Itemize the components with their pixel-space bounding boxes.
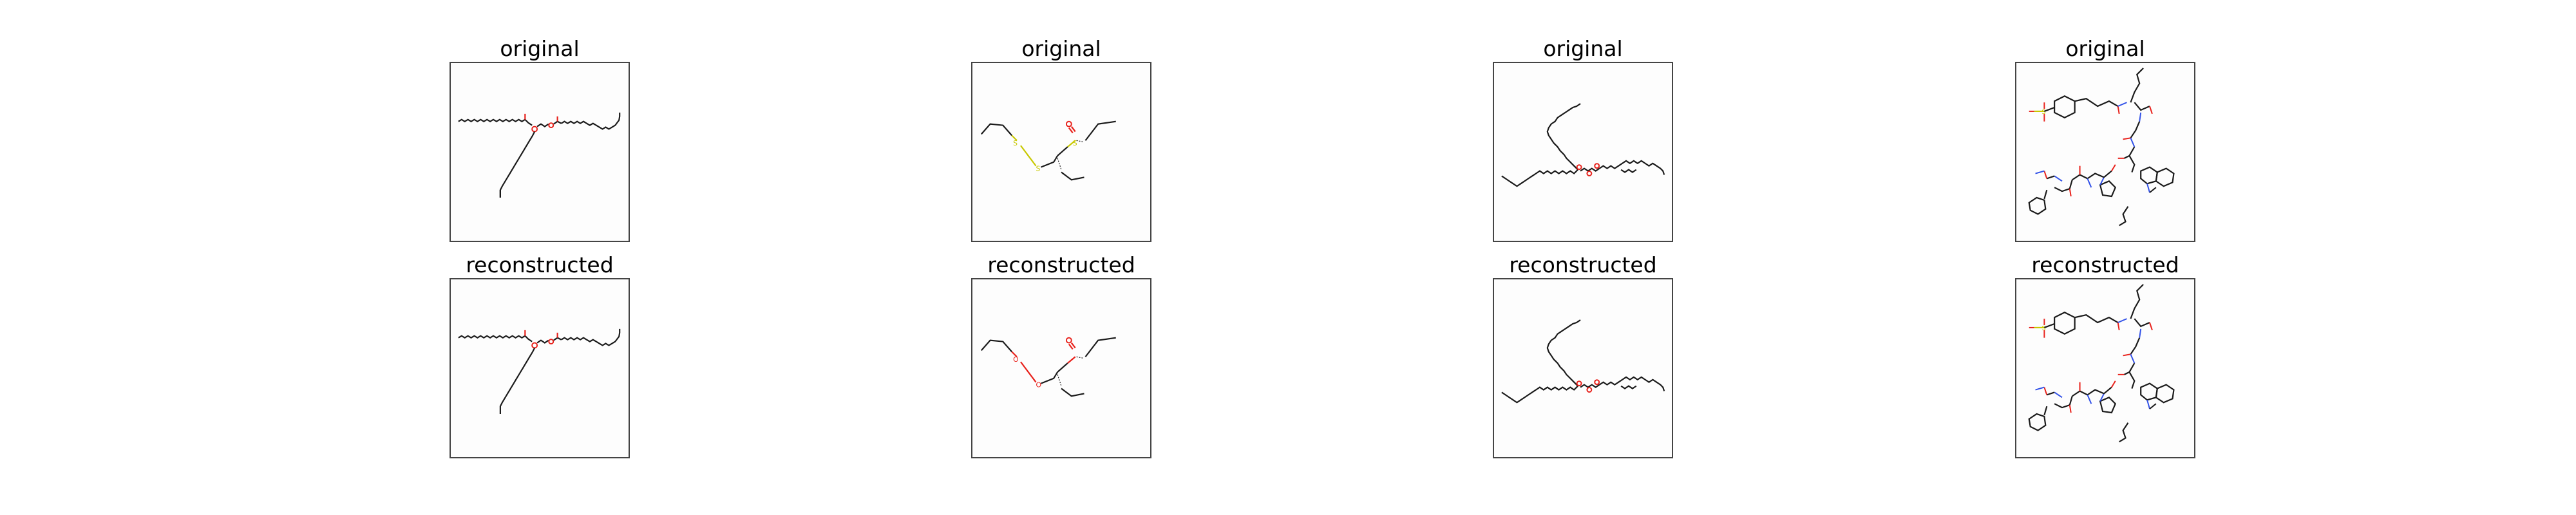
molecule-panel-reconstructed-1 (450, 278, 630, 458)
molecule-panel-reconstructed-4: S (2015, 278, 2195, 458)
molecule-panel-original-1 (450, 62, 630, 242)
sulfur-label: S (2041, 325, 2045, 332)
panel-title-reconstructed-4: reconstructed (2031, 252, 2179, 277)
sulfur-label: S (2041, 109, 2045, 116)
panel-title-reconstructed-3: reconstructed (1509, 252, 1657, 277)
molecule-panel-reconstructed-3 (1493, 278, 1673, 458)
oxygen-label: O (1036, 381, 1042, 389)
sulfur-label: S (1073, 139, 1077, 147)
molecule-lipid-branched-reconstructed (1501, 319, 1665, 404)
molecule-oxygen-reconstructed: O O (980, 337, 1116, 397)
panel-title-original-1: original (500, 36, 580, 61)
panel-title-original-4: original (2065, 36, 2145, 61)
molecule-peptide-original: S (2028, 68, 2175, 227)
molecule-panel-original-4: S (2015, 62, 2195, 242)
molecule-peptide-reconstructed: S (2028, 284, 2175, 443)
panel-title-original-2: original (1021, 36, 1101, 61)
panel-title-reconstructed-2: reconstructed (987, 252, 1135, 277)
panel-title-original-3: original (1543, 36, 1623, 61)
sulfur-label: S (1036, 165, 1041, 173)
molecule-lipid-reconstructed (458, 328, 621, 414)
molecule-lipid-branched-original (1501, 103, 1665, 187)
molecule-sulfur-original: S S S (980, 120, 1116, 181)
molecule-panel-original-2: S S S (971, 62, 1151, 242)
molecule-lipid-original (458, 112, 621, 198)
molecule-panel-reconstructed-2: O O (971, 278, 1151, 458)
sulfur-label: S (1013, 139, 1018, 147)
molecule-panel-original-3 (1493, 62, 1673, 242)
oxygen-label: O (1013, 355, 1019, 364)
panel-title-reconstructed-1: reconstructed (466, 252, 614, 277)
